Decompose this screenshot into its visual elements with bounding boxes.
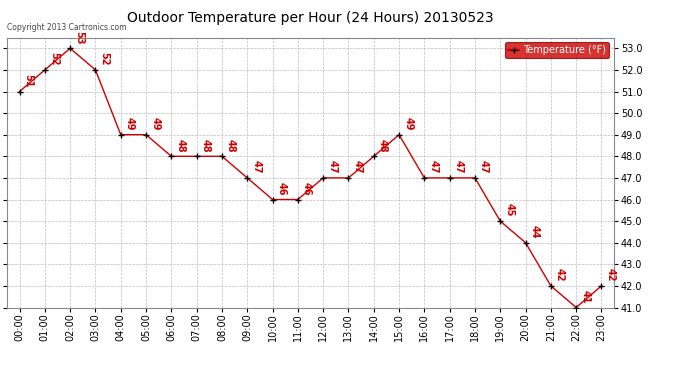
Text: 46: 46	[302, 182, 312, 195]
Text: 51: 51	[23, 74, 34, 87]
Text: 45: 45	[504, 203, 515, 217]
Text: 48: 48	[378, 138, 388, 152]
Text: 49: 49	[150, 117, 160, 130]
Text: 47: 47	[251, 160, 262, 174]
Text: 49: 49	[403, 117, 413, 130]
Legend: Temperature (°F): Temperature (°F)	[505, 42, 609, 58]
Text: 47: 47	[428, 160, 439, 174]
Text: 52: 52	[49, 52, 59, 66]
Text: 48: 48	[175, 138, 186, 152]
Text: Outdoor Temperature per Hour (24 Hours) 20130523: Outdoor Temperature per Hour (24 Hours) …	[127, 11, 494, 25]
Text: 42: 42	[606, 268, 615, 282]
Text: 41: 41	[580, 290, 591, 303]
Text: 48: 48	[201, 138, 211, 152]
Text: 44: 44	[530, 225, 540, 238]
Text: Copyright 2013 Cartronics.com: Copyright 2013 Cartronics.com	[7, 23, 126, 32]
Text: 46: 46	[277, 182, 287, 195]
Text: 53: 53	[75, 31, 84, 44]
Text: 42: 42	[555, 268, 565, 282]
Text: 47: 47	[327, 160, 337, 174]
Text: 48: 48	[226, 138, 236, 152]
Text: 47: 47	[454, 160, 464, 174]
Text: 47: 47	[353, 160, 363, 174]
Text: 49: 49	[125, 117, 135, 130]
Text: 47: 47	[479, 160, 489, 174]
Text: 52: 52	[99, 52, 110, 66]
